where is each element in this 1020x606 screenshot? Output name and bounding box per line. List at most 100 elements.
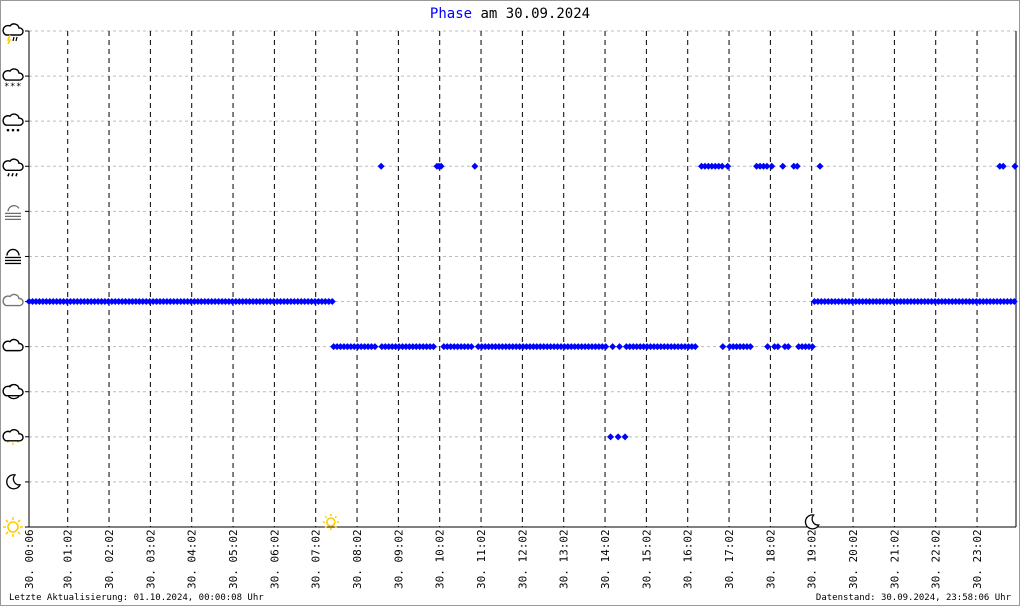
data-point (1011, 162, 1019, 170)
data-point (779, 162, 787, 170)
x-tick-label: 30. 18:02 (764, 529, 777, 589)
x-tick-label: 30. 21:02 (888, 529, 901, 589)
data-point (377, 162, 385, 170)
sun-disc (7, 521, 19, 533)
x-tick-label: 30. 05:02 (227, 529, 240, 589)
x-tick-label: 30. 16:02 (682, 529, 695, 589)
x-tick-label: 30. 22:02 (930, 529, 943, 589)
cloud-shape (2, 338, 24, 352)
cloud-shape (2, 429, 24, 442)
x-tick-label: 30. 20:02 (847, 529, 860, 589)
moon-shape (804, 514, 820, 530)
data-point (616, 343, 624, 351)
data-point (691, 343, 699, 351)
data-point (764, 343, 772, 351)
x-tick-label: 30. 13:02 (558, 529, 571, 589)
title-rest: am 30.09.2024 (472, 6, 591, 22)
data-point (471, 162, 479, 170)
x-tick-label: 30. 15:02 (640, 529, 653, 589)
data-point (774, 343, 782, 351)
x-tick-label: 30. 19:02 (806, 529, 819, 589)
snow-flake: * (4, 82, 9, 92)
data-point (793, 162, 801, 170)
rain-icon (2, 158, 24, 177)
thunderstorm-icon (2, 23, 24, 45)
data-point (768, 162, 776, 170)
x-tick-label: 30. 23:02 (971, 529, 984, 589)
cloud-shape (2, 293, 24, 307)
snow-flake: * (16, 82, 21, 92)
x-tick-label: 30. 04:02 (186, 529, 199, 589)
cloud-shape (2, 113, 24, 126)
data-point (614, 433, 622, 441)
sunrise-icon (322, 514, 339, 530)
snow-flake: * (10, 82, 15, 92)
sun-ray (5, 531, 9, 535)
cloud-shape (2, 68, 24, 81)
sunset-moon-icon (804, 514, 820, 530)
data-point (719, 343, 727, 351)
sun-ray (5, 519, 9, 523)
rain-drop (7, 173, 10, 177)
x-tick-label: 30. 17:02 (723, 529, 736, 589)
x-tick-label: 30. 01:02 (62, 529, 75, 589)
chart-title: Phase am 30.09.2024 (1, 6, 1019, 22)
sleet-flake (11, 128, 15, 132)
data-point (1010, 298, 1018, 306)
x-tick-label: 30. 12:02 (516, 529, 529, 589)
x-tick-label: 30. 10:02 (434, 529, 447, 589)
cloud-shape (2, 383, 24, 397)
fog-arc (6, 248, 20, 256)
title-highlight: Phase (429, 6, 473, 22)
data-point (763, 162, 771, 170)
moon-icon (6, 474, 22, 490)
x-tick-label: 30. 14:02 (599, 529, 612, 589)
data-point (621, 433, 629, 441)
sun-ray (17, 519, 21, 523)
sun-disc (326, 517, 336, 527)
fog-arc (7, 205, 20, 212)
x-tick-label: 30. 06:02 (268, 529, 281, 589)
x-tick-label: 30. 09:02 (392, 529, 405, 589)
sleet-flake (16, 128, 20, 132)
data-point (467, 343, 475, 351)
data-point (328, 298, 336, 306)
overcast-icon (2, 293, 24, 307)
data-point (437, 162, 445, 170)
data-point (602, 343, 610, 351)
sun-cloud-icon (2, 428, 24, 445)
x-tick-label: 30. 02:02 (103, 529, 116, 589)
cloud-icon (2, 338, 24, 352)
sleet-icon (2, 113, 24, 132)
last-update-text: Letzte Aktualisierung: 01.10.2024, 00:00… (9, 593, 264, 603)
data-point (430, 343, 438, 351)
data-state-text: Datenstand: 30.09.2024, 23:58:06 Uhr (815, 593, 1011, 603)
sun-ray (17, 531, 21, 535)
data-point (784, 343, 792, 351)
cloud-shape (2, 158, 24, 171)
data-point (607, 433, 615, 441)
x-tick-label: 30. 08:02 (351, 529, 364, 589)
lightning (6, 34, 12, 45)
data-point (808, 343, 816, 351)
data-point (746, 343, 754, 351)
sun-ray (334, 525, 338, 529)
sun-ray (324, 525, 328, 529)
rain-drop (15, 36, 18, 42)
x-tick-label: 30. 03:02 (144, 529, 157, 589)
data-point (718, 162, 726, 170)
data-point (371, 343, 379, 351)
snow-icon: * * * (2, 68, 24, 92)
fog-partly-icon (5, 205, 21, 220)
moon-cloud-icon (2, 383, 24, 400)
data-point (816, 162, 824, 170)
rain-drop (15, 173, 18, 177)
x-tick-label: 30. 11:02 (475, 529, 488, 589)
cloud-shape (2, 23, 24, 36)
data-point (724, 162, 732, 170)
rain-drop (12, 36, 15, 42)
x-tick-label: 30. 07:02 (310, 529, 323, 589)
fog-icon (5, 248, 21, 265)
sun-ray (334, 515, 338, 519)
